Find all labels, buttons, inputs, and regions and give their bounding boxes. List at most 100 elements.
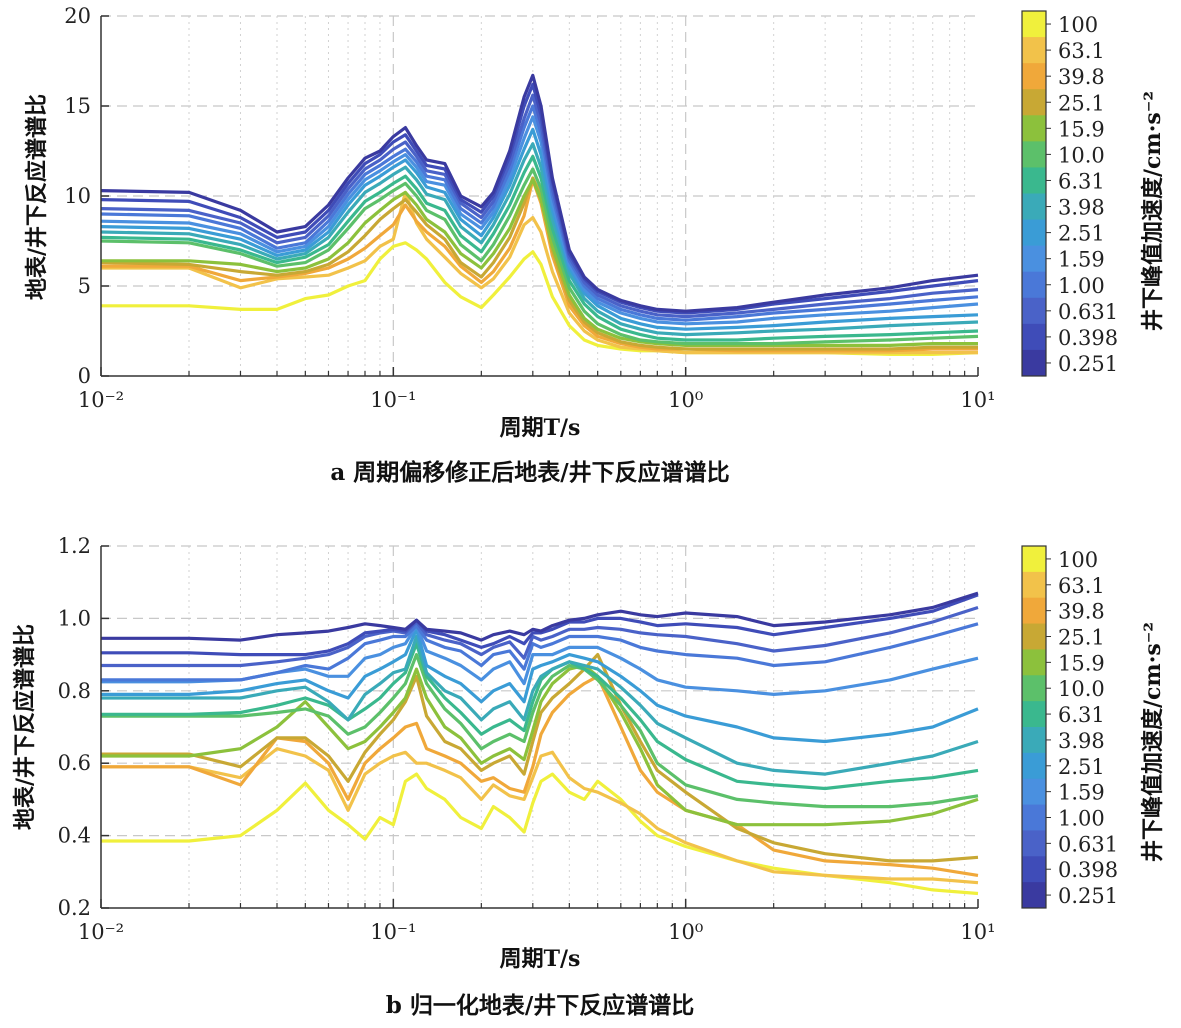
colorbar-label: 25.1 <box>1058 91 1105 115</box>
colorbar-swatch <box>1022 219 1046 247</box>
series-line-0.631 <box>100 93 979 319</box>
series-line-25.1 <box>101 653 979 863</box>
colorbar-swatch <box>1022 11 1046 38</box>
colorbar-swatch <box>1022 193 1046 221</box>
colorbar-b-blocks <box>1021 545 1047 909</box>
series-line-15.9 <box>101 178 978 347</box>
colorbar-label: 0.251 <box>1058 884 1118 908</box>
series-line-0.631 <box>101 605 979 668</box>
series-line-1.59 <box>101 624 979 696</box>
x-tick-label: 10⁻² <box>78 388 124 412</box>
colorbar-label: 1.00 <box>1058 274 1105 298</box>
panel-b-chart: 0.2 0.4 0.6 0.8 1.0 1.2 10⁻² 10⁻¹ 10⁰ 10¹ 地表/井下反应… <box>12 534 996 1019</box>
y-tick-label: 0.8 <box>58 679 91 703</box>
y-tick-label: 0.6 <box>58 751 91 775</box>
panel-b-xlabel: 周期T/s <box>500 946 581 972</box>
panel-b-caption: b 归一化地表/井下反应谱谱比 <box>386 992 695 1019</box>
colorbar-label: 63.1 <box>1058 39 1105 63</box>
panel-a-caption: a 周期偏移修正后地表/井下反应谱谱比 <box>330 459 729 486</box>
y-tick-label: 5 <box>78 274 91 298</box>
colorbar-label: 3.98 <box>1058 729 1105 753</box>
colorbar-swatch <box>1022 167 1046 194</box>
series-line-10.0 <box>100 167 979 346</box>
colorbar-label: 0.398 <box>1058 858 1118 882</box>
panel-a-xlabel: 周期T/s <box>500 415 581 441</box>
colorbar-swatch <box>1022 323 1046 351</box>
colorbar-label: 39.8 <box>1058 65 1105 89</box>
colorbar-label: 100 <box>1058 13 1098 37</box>
x-tick-label: 10⁰ <box>668 920 703 944</box>
panel-a-axes: 0 5 10 15 20 10⁻² 10⁻¹ 10⁰ 10¹ <box>64 4 995 412</box>
y-tick-label: 20 <box>64 4 91 28</box>
y-tick-label: 15 <box>64 94 91 118</box>
colorbar-b: 10063.139.825.115.910.06.313.982.511.591… <box>1021 545 1166 909</box>
colorbar-swatch <box>1022 297 1046 325</box>
colorbar-swatch <box>1022 752 1046 780</box>
colorbar-swatch <box>1022 830 1046 857</box>
colorbar-frame <box>1021 545 1047 909</box>
y-tick-label: 0 <box>78 364 91 388</box>
series-line-2.51 <box>100 127 979 331</box>
panel-a-grid <box>101 15 978 376</box>
series-line-1.00 <box>100 104 979 322</box>
panel-b-axes: 0.2 0.4 0.6 0.8 1.0 1.2 10⁻² 10⁻¹ 10⁰ 10¹ <box>58 534 996 944</box>
series-line-0.398 <box>100 82 979 315</box>
x-tick-label: 10⁰ <box>668 388 703 412</box>
colorbar-swatch <box>1022 63 1046 90</box>
colorbar-swatch <box>1022 89 1046 116</box>
colorbar-label: 39.8 <box>1058 600 1105 624</box>
colorbar-label: 1.00 <box>1058 807 1105 831</box>
colorbar-b-title: 井下峰值加速度/cm·s⁻² <box>1140 622 1166 862</box>
colorbar-label: 2.51 <box>1058 222 1105 246</box>
panel-b-ylabel: 地表/井下反应谱谱比 <box>12 624 38 830</box>
colorbar-label: 100 <box>1058 548 1098 572</box>
panel-b-series <box>101 591 979 896</box>
colorbar-label: 63.1 <box>1058 574 1105 598</box>
colorbar-a-title: 井下峰值加速度/cm·s⁻² <box>1140 91 1166 331</box>
colorbar-label: 1.59 <box>1058 781 1105 805</box>
colorbar-swatch <box>1022 649 1046 676</box>
colorbar-label: 2.51 <box>1058 755 1105 779</box>
colorbar-swatch <box>1022 571 1046 599</box>
x-tick-label: 10⁻² <box>78 920 124 944</box>
colorbar-swatch <box>1022 701 1046 728</box>
x-tick-label: 10⁻¹ <box>370 388 416 412</box>
colorbar-label: 15.9 <box>1058 651 1105 675</box>
colorbar-swatch <box>1022 141 1046 168</box>
colorbar-swatch <box>1022 804 1046 831</box>
y-tick-label: 10 <box>64 184 91 208</box>
series-line-0.251 <box>100 73 979 313</box>
colorbar-label: 1.59 <box>1058 248 1105 272</box>
colorbar-a-blocks <box>1021 10 1047 377</box>
series-line-25.1 <box>100 176 978 351</box>
colorbar-swatch <box>1022 546 1046 573</box>
colorbar-swatch <box>1022 271 1046 299</box>
series-line-6.31 <box>100 154 979 342</box>
x-tick-label: 10¹ <box>960 388 995 412</box>
colorbar-swatch <box>1022 245 1046 273</box>
panel-a-series <box>100 73 979 356</box>
colorbar-label: 0.398 <box>1058 326 1118 350</box>
colorbar-swatch <box>1022 349 1046 377</box>
colorbar-label: 10.0 <box>1058 143 1105 167</box>
series-line-1.00 <box>101 622 979 682</box>
series-line-3.98 <box>101 634 979 776</box>
colorbar-swatch <box>1022 778 1046 806</box>
colorbar-label: 6.31 <box>1058 169 1105 193</box>
y-tick-label: 0.2 <box>58 896 91 920</box>
panel-a-ylabel: 地表/井下反应谱谱比 <box>24 94 50 300</box>
colorbar-swatch <box>1022 597 1046 625</box>
colorbar-frame <box>1021 10 1047 377</box>
x-tick-label: 10⁻¹ <box>370 920 416 944</box>
series-line-63.1 <box>101 190 978 355</box>
series-line-3.98 <box>100 142 979 337</box>
colorbar-swatch <box>1022 623 1046 650</box>
colorbar-label: 0.251 <box>1058 352 1118 376</box>
y-tick-label: 1.2 <box>58 534 91 558</box>
x-tick-label: 10¹ <box>960 920 995 944</box>
colorbar-label: 15.9 <box>1058 117 1105 141</box>
